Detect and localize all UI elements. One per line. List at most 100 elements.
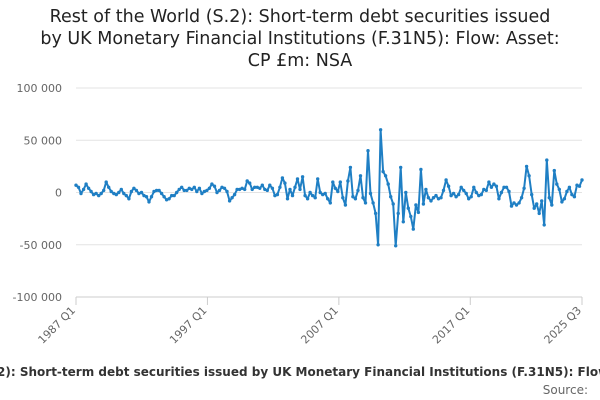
data-point bbox=[210, 182, 214, 186]
data-point bbox=[368, 191, 373, 196]
y-tick-label: 50 000 bbox=[24, 134, 63, 147]
data-point bbox=[265, 188, 269, 193]
data-point bbox=[371, 201, 375, 205]
data-point bbox=[243, 187, 247, 192]
data-point bbox=[197, 186, 202, 190]
data-point bbox=[570, 192, 574, 197]
legend: Rest of the World (S.2): Short-term debt… bbox=[0, 365, 600, 383]
data-point bbox=[147, 200, 151, 204]
data-point bbox=[114, 192, 119, 197]
data-point bbox=[577, 184, 582, 188]
data-point bbox=[524, 164, 529, 169]
data-point bbox=[348, 165, 353, 170]
data-point bbox=[162, 195, 166, 199]
data-point bbox=[180, 185, 184, 189]
data-point bbox=[381, 169, 385, 174]
data-point bbox=[132, 186, 136, 190]
data-point bbox=[280, 176, 285, 180]
data-point bbox=[567, 185, 572, 189]
data-point bbox=[323, 191, 327, 196]
data-point bbox=[310, 193, 315, 198]
data-point bbox=[366, 149, 370, 153]
data-point bbox=[122, 191, 126, 196]
data-point bbox=[258, 186, 262, 190]
data-point bbox=[107, 185, 111, 189]
data-point bbox=[404, 190, 408, 195]
data-point bbox=[492, 182, 496, 186]
data-point bbox=[104, 180, 108, 184]
data-point bbox=[318, 190, 322, 195]
data-point bbox=[217, 188, 222, 193]
data-point bbox=[336, 189, 340, 194]
data-point bbox=[411, 227, 415, 231]
data-point bbox=[378, 128, 383, 132]
data-point bbox=[519, 196, 524, 200]
data-point bbox=[97, 193, 101, 198]
data-point bbox=[386, 182, 390, 186]
data-point bbox=[545, 158, 549, 162]
data-point bbox=[550, 203, 554, 207]
data-point bbox=[278, 185, 282, 189]
data-point bbox=[429, 199, 433, 203]
data-point bbox=[149, 195, 154, 199]
data-point bbox=[326, 197, 330, 201]
data-point bbox=[109, 189, 113, 194]
data-point bbox=[253, 185, 257, 189]
data-point bbox=[353, 197, 358, 201]
data-point bbox=[298, 187, 302, 192]
data-point bbox=[406, 206, 410, 210]
data-point bbox=[358, 174, 363, 178]
data-point bbox=[159, 191, 164, 196]
data-point bbox=[99, 191, 103, 196]
y-tick-label: -100 000 bbox=[13, 291, 62, 304]
data-point bbox=[137, 191, 141, 196]
data-point bbox=[527, 174, 531, 178]
x-tick-label: 2007 Q1 bbox=[298, 304, 341, 347]
data-point bbox=[394, 244, 398, 248]
data-point bbox=[572, 195, 577, 199]
data-point bbox=[499, 190, 504, 195]
data-point bbox=[248, 181, 252, 185]
data-point bbox=[356, 188, 360, 193]
data-point bbox=[464, 191, 468, 196]
data-point bbox=[182, 188, 186, 193]
data-point bbox=[522, 186, 526, 190]
data-point bbox=[157, 188, 161, 193]
data-point bbox=[562, 197, 567, 201]
data-point bbox=[331, 180, 335, 184]
data-point bbox=[81, 187, 86, 192]
data-point bbox=[205, 188, 209, 193]
series-path bbox=[75, 128, 583, 247]
data-point bbox=[462, 188, 466, 193]
data-point bbox=[416, 210, 421, 215]
y-tick-label: -50 000 bbox=[20, 239, 62, 252]
data-point bbox=[474, 190, 478, 195]
data-point bbox=[225, 189, 229, 194]
data-point bbox=[207, 186, 212, 190]
data-point bbox=[134, 188, 139, 193]
data-point bbox=[409, 214, 413, 219]
data-point bbox=[300, 175, 305, 179]
data-point bbox=[434, 193, 438, 198]
data-point bbox=[517, 201, 521, 205]
grid-lines bbox=[76, 87, 582, 298]
data-point bbox=[509, 204, 514, 208]
data-point bbox=[295, 177, 300, 181]
data-point bbox=[351, 195, 355, 199]
x-tick-label: 1987 Q1 bbox=[36, 304, 79, 347]
data-point bbox=[129, 189, 134, 194]
data-point bbox=[472, 185, 476, 189]
data-point bbox=[154, 188, 159, 193]
data-point bbox=[250, 187, 254, 192]
data-point bbox=[361, 196, 365, 200]
x-tick-label: 2025 Q3 bbox=[542, 304, 585, 347]
data-point bbox=[565, 189, 569, 194]
data-point bbox=[177, 187, 181, 192]
data-point bbox=[313, 196, 317, 200]
data-point bbox=[421, 202, 426, 206]
data-point bbox=[399, 165, 403, 170]
data-point bbox=[456, 192, 461, 197]
data-point bbox=[560, 200, 564, 204]
data-point bbox=[479, 192, 483, 197]
